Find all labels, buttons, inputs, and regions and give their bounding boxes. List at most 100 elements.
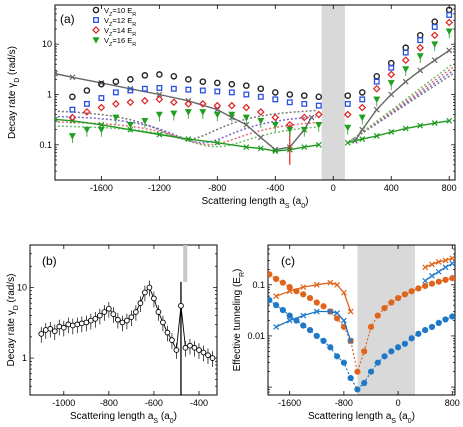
data-point [344,92,352,99]
gray-model-point [388,91,395,98]
data-point [415,285,422,292]
data-point [228,80,236,88]
data-point [431,23,438,30]
data-point [435,319,442,326]
data-point [83,100,90,107]
data-point [344,124,352,132]
legend-label: VZ=16 ER [104,36,136,48]
data-point [198,100,207,108]
data-point [112,114,120,122]
green-model-point [344,139,351,146]
data-point [68,133,76,140]
data-point [429,261,435,268]
data-point [155,309,162,315]
data-point [422,327,429,334]
data-point [196,347,202,353]
green-model-point [301,144,308,151]
data-point [442,316,449,323]
data-point [442,257,449,264]
data-point [69,322,76,329]
data-point [334,281,341,288]
data-point [286,312,293,319]
data-point [257,93,264,100]
x-tick-label: -600 [145,398,163,408]
data-point [272,96,279,103]
data-point [340,317,347,324]
gray-model-point [214,106,221,113]
panel-a-data [55,6,454,165]
data-point [334,353,341,360]
model-curve-right [350,73,454,142]
data-point [344,100,351,107]
data-point [313,308,320,315]
data-point [334,310,341,316]
data-point [442,264,449,271]
data-point [169,337,175,343]
green-model-point [417,122,424,129]
data-point [169,98,178,107]
data-point [268,297,273,304]
data-point [402,49,409,56]
data-point [367,368,375,375]
data-point [97,126,105,134]
data-point [38,331,45,337]
data-point [185,76,192,83]
data-point [273,275,280,283]
data-point [133,309,139,315]
x-axis-label: Scattering length aS (a0) [308,411,415,425]
data-point [78,320,85,327]
green-model-point [373,133,380,139]
data-point [358,114,366,122]
data-point [394,344,402,351]
data-point [200,349,207,356]
x-tick-label: -1600 [90,183,113,193]
data-point [209,355,216,361]
data-point [92,315,99,322]
data-point [256,108,265,116]
x-tick-label: -800 [208,183,226,193]
x-tick-label: 0 [331,183,336,193]
data-point [449,255,455,262]
data-point [306,327,314,334]
data-point [112,89,119,96]
data-point [146,284,153,291]
data-point [315,102,322,109]
data-point [286,317,293,324]
data-point [286,126,294,134]
data-point [268,271,273,278]
data-point [286,284,293,291]
shaded-band [357,245,416,395]
data-point [374,359,381,366]
data-point [347,337,354,344]
data-point [422,282,429,290]
data-point [422,277,429,284]
green-model-point [257,145,264,152]
x-tick-label: 0 [396,398,401,408]
data-point [449,260,455,267]
x-tick-label: -800 [335,398,353,408]
data-point [401,291,408,298]
data-point [243,91,250,98]
data-point [435,268,442,275]
data-point [388,299,395,306]
x-tick-label: 800 [442,183,457,193]
data-point [286,99,293,106]
data-point [164,329,171,336]
data-point [387,80,395,87]
data-point [191,344,198,351]
data-point [173,347,180,353]
data-point [394,294,402,302]
data-point [435,259,442,265]
data-point [334,315,341,322]
x-tick-label: -400 [190,398,208,408]
data-point [354,386,361,393]
model-curve-left [57,115,316,144]
data-point [286,91,294,98]
data-point [65,321,72,328]
data-point [271,113,280,122]
green-model-line-right [347,120,450,144]
data-point [431,41,439,48]
data-point [213,101,222,110]
green-model-point [98,121,105,128]
